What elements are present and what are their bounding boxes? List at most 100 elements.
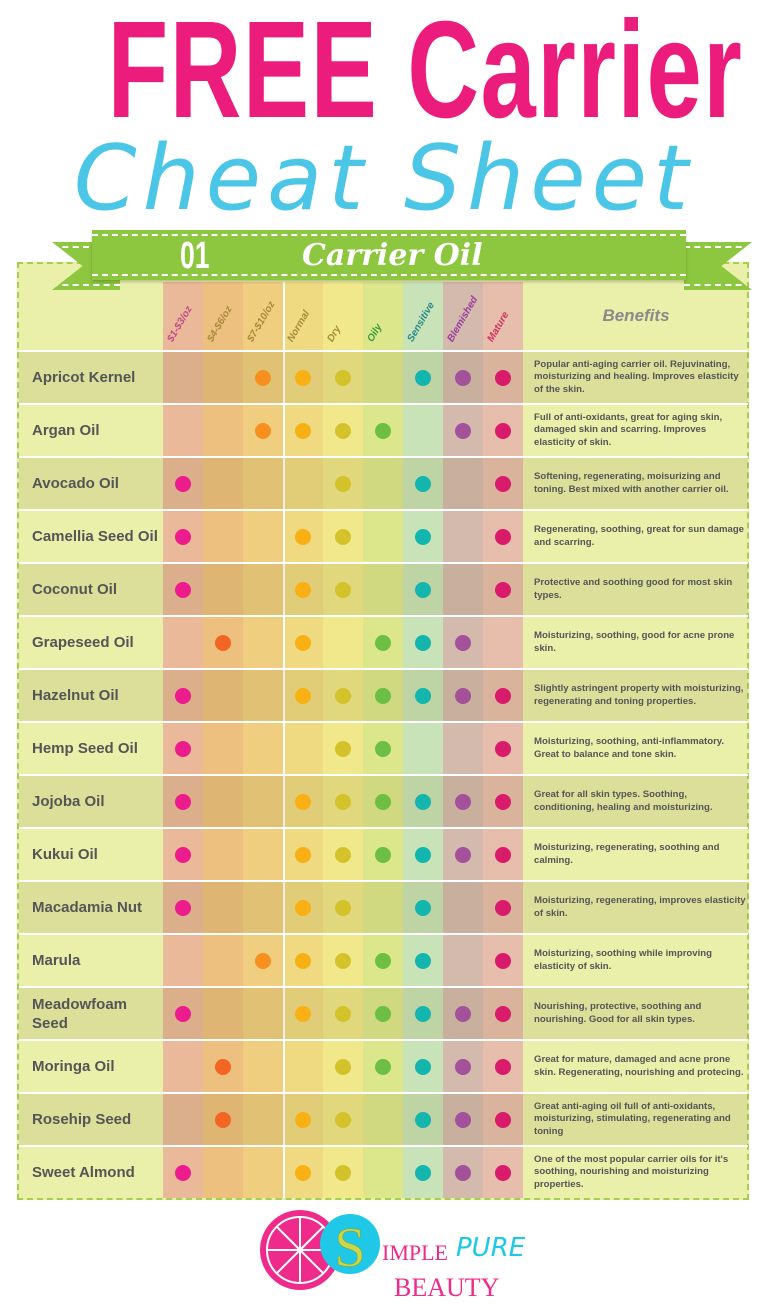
dot-marker [455, 1164, 471, 1181]
dot-marker [295, 793, 311, 810]
column-band [203, 282, 243, 1198]
oil-benefit: Popular anti-aging carrier oil. Rejuvina… [534, 358, 739, 395]
oil-benefit: Moisturizing, soothing, good for acne pr… [534, 630, 735, 654]
divider [283, 282, 285, 1198]
oil-name: Kukui Oil [32, 846, 98, 863]
oil-name: Macadamia Nut [32, 899, 143, 916]
oil-benefit: Moisturizing, soothing while improving e… [534, 948, 713, 972]
table-row: Meadowfoam Seed Nourishing, protective, s… [19, 986, 748, 1039]
dot-marker [335, 1005, 351, 1022]
dot-marker [375, 793, 391, 810]
logo-beauty: BEAUTY [394, 1273, 500, 1302]
section-banner: 01 Carrier Oil [92, 230, 686, 280]
oil-benefit: Softening, regenerating, moisurizing and… [534, 471, 729, 495]
oil-benefit: Moisturizing, regenerating, improves ela… [534, 895, 746, 919]
column-header: Mature [483, 282, 523, 350]
dot-marker [295, 634, 311, 651]
dot-marker [495, 899, 511, 916]
column-header-label: $1-$3/oz [165, 304, 195, 344]
dot-marker [455, 1111, 471, 1128]
oil-name: Apricot Kernel [32, 369, 136, 386]
dot-marker [295, 1005, 311, 1022]
dot-marker [175, 793, 191, 810]
dot-marker [375, 687, 391, 704]
dot-marker [495, 1111, 511, 1128]
dot-marker [375, 1005, 391, 1022]
dot-marker [375, 952, 391, 969]
table-row: Macadamia Nut Moisturizing, regenerating,… [19, 880, 748, 933]
column-band [163, 282, 203, 1198]
table-row: Coconut Oil Protective and soothing good … [19, 562, 748, 615]
dot-marker [335, 1111, 351, 1128]
dot-marker [335, 581, 351, 598]
dot-marker [175, 1005, 191, 1022]
oil-name: Argan Oil [32, 422, 100, 439]
dot-marker [295, 687, 311, 704]
dot-marker [175, 899, 191, 916]
oil-name: Moringa Oil [32, 1058, 115, 1075]
dot-marker [415, 634, 431, 651]
dot-marker [495, 740, 511, 757]
table-row: Kukui Oil Moisturizing, regenerating, soo… [19, 827, 748, 880]
dot-marker [175, 528, 191, 545]
dot-marker [335, 793, 351, 810]
dot-marker [255, 369, 271, 386]
dot-marker [255, 952, 271, 969]
dot-marker [335, 528, 351, 545]
column-header: Blemished [443, 282, 483, 350]
dot-marker [495, 369, 511, 386]
oil-benefit: Nourishing, protective, soothing and nou… [534, 1001, 702, 1025]
title-line-2: Cheat Sheet [73, 126, 695, 231]
oil-benefit: Great anti-aging oil full of anti-oxidan… [534, 1100, 731, 1137]
dot-marker [295, 1111, 311, 1128]
column-header: $1-$3/oz [163, 282, 203, 350]
oil-name: Camellia Seed Oil [32, 528, 158, 545]
dot-marker [415, 1111, 431, 1128]
dot-marker [455, 846, 471, 863]
dot-marker [215, 634, 231, 651]
dot-marker [495, 422, 511, 439]
dot-marker [415, 528, 431, 545]
oil-benefit: Moisturizing, soothing, anti-inflammator… [534, 736, 725, 760]
dot-marker [335, 1164, 351, 1181]
oil-name: Rosehip Seed [32, 1111, 132, 1128]
logo: S IMPLE PURE BEAUTY [260, 1210, 526, 1302]
dot-marker [375, 740, 391, 757]
section-title: Carrier Oil [302, 238, 483, 273]
oil-name: Grapeseed Oil [32, 634, 134, 651]
dot-marker [255, 422, 271, 439]
column-header: Normal [283, 282, 323, 350]
dot-marker [295, 952, 311, 969]
logo-s: S [334, 1217, 365, 1279]
oil-benefit: One of the most popular carrier oils for… [534, 1153, 729, 1190]
dot-marker [335, 369, 351, 386]
column-header-label: $7-$10/oz [245, 299, 278, 344]
dot-marker [415, 952, 431, 969]
column-header-label: $4-$6/oz [205, 304, 235, 344]
oil-name: Jojoba Oil [32, 793, 105, 810]
dot-marker [455, 422, 471, 439]
table-row: Argan Oil Full of anti-oxidants, great fo… [19, 403, 748, 456]
dot-marker [175, 687, 191, 704]
table-row: Avocado Oil Softening, regenerating, mois… [19, 456, 748, 509]
table-row: Rosehip Seed Great anti-aging oil full of… [19, 1092, 748, 1145]
column-header-label: Mature [485, 310, 512, 344]
oil-benefit: Great for mature, damaged and acne prone… [534, 1054, 744, 1078]
title-line-1: FREE Carrier Oil [107, 0, 768, 147]
section-number: 01 [180, 235, 210, 277]
table-row: Marula Moisturizing, soothing while impro… [19, 933, 748, 986]
oil-benefit: Moisturizing, regenerating, soothing and… [534, 842, 720, 866]
dot-marker [415, 369, 431, 386]
column-header-label: Sensitive [405, 300, 437, 344]
dot-marker [495, 952, 511, 969]
oil-benefit: Great for all skin types. Soothing, cond… [534, 789, 713, 813]
oil-name: Hazelnut Oil [32, 687, 119, 704]
dot-marker [175, 1164, 191, 1181]
table-row: Moringa Oil Great for mature, damaged and… [19, 1039, 748, 1092]
oil-name: Hemp Seed Oil [32, 740, 138, 757]
dot-marker [495, 846, 511, 863]
table-row: Jojoba Oil Great for all skin types. Soot… [19, 774, 748, 827]
dot-marker [415, 793, 431, 810]
dot-marker [335, 952, 351, 969]
table-row: Hazelnut Oil Slightly astringent property… [19, 668, 748, 721]
